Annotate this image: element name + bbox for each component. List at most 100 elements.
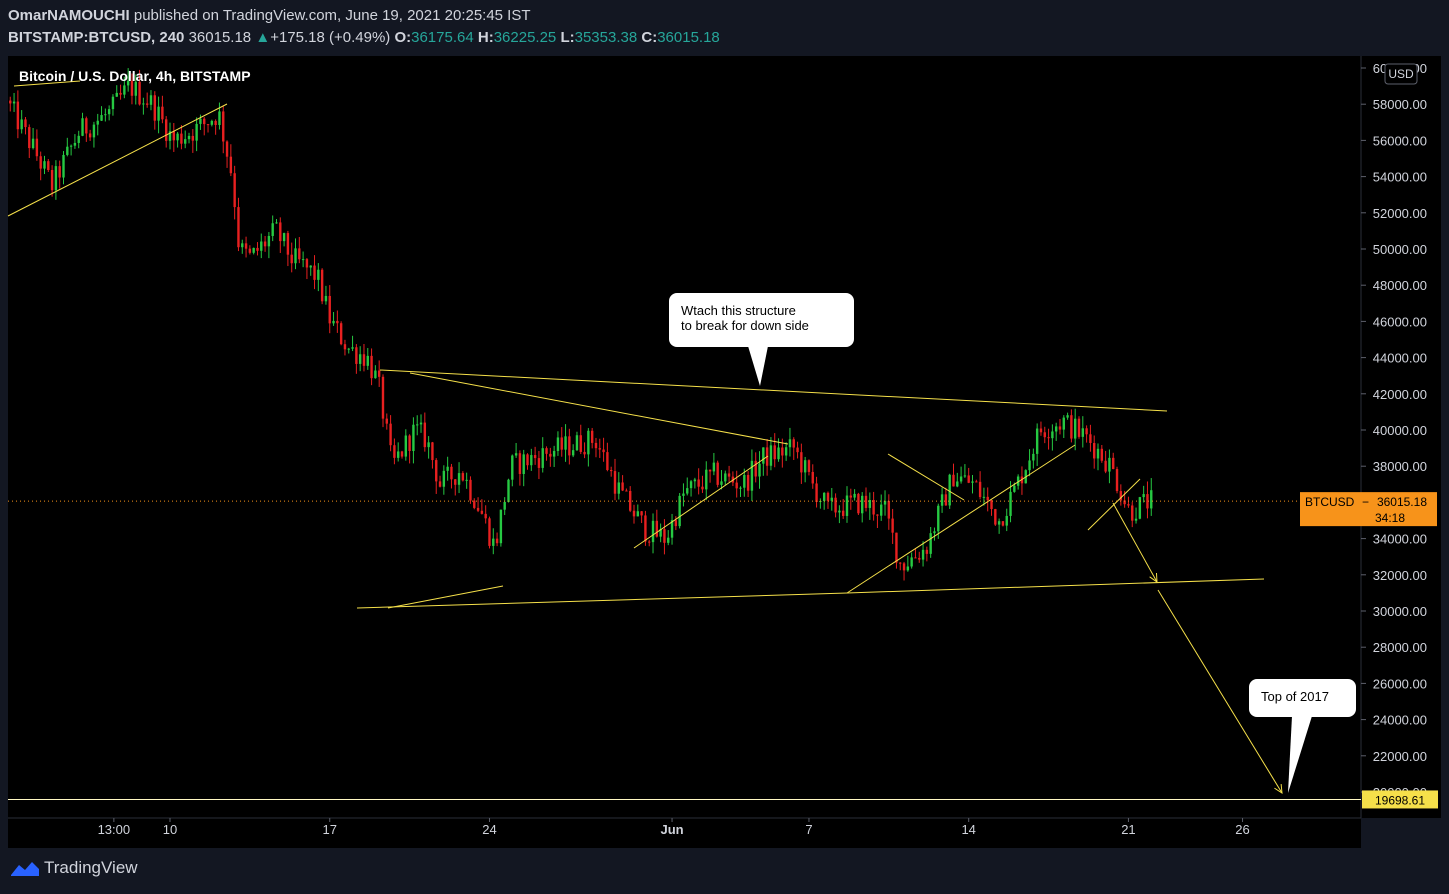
candle-body [126, 80, 130, 86]
x-tick-label: 14 [961, 822, 975, 837]
candle-body [313, 265, 316, 280]
candle-body [750, 460, 754, 491]
author-name[interactable]: OmarNAMOUCHI [8, 7, 130, 24]
candle-body [461, 473, 465, 481]
candle-body [743, 474, 746, 488]
candle-body [480, 510, 484, 514]
trend-line[interactable] [13, 80, 81, 87]
candle-body [427, 442, 430, 448]
candle-body [697, 479, 700, 487]
candle-body [564, 436, 567, 450]
candle-body [47, 161, 50, 171]
trend-line[interactable] [356, 592, 848, 609]
trend-line[interactable] [379, 369, 1168, 412]
candle-body [807, 460, 811, 472]
candle-body [438, 481, 442, 487]
candle-body [149, 95, 153, 105]
currency-badge[interactable] [1384, 63, 1418, 85]
candle-body [1104, 460, 1107, 472]
trend-line[interactable] [409, 372, 789, 445]
candle-body [206, 124, 210, 126]
candle-body [343, 344, 347, 350]
x-tick-label: 26 [1235, 822, 1249, 837]
candle-body [788, 439, 792, 448]
tradingview-logo[interactable]: TradingView [10, 858, 138, 878]
trend-line[interactable] [633, 455, 769, 549]
candle-body [1013, 485, 1016, 492]
candle-body [583, 451, 586, 455]
trend-line[interactable] [387, 585, 504, 609]
candle-body [1043, 432, 1046, 438]
level-price-badge [1362, 790, 1438, 809]
candle-body [66, 146, 69, 155]
candle-body [880, 504, 883, 516]
symbol-label: BITSTAMP:BTCUSD, 240 [8, 29, 185, 46]
candle-body [237, 207, 240, 248]
candle-body [332, 320, 335, 324]
candle-body [739, 487, 742, 489]
candle-body [568, 436, 571, 456]
candle-body [682, 493, 685, 496]
arrow-head [1274, 783, 1283, 794]
trend-line[interactable] [7, 103, 228, 217]
candle-body [54, 166, 58, 191]
candle-body [545, 448, 548, 454]
candle-body [800, 452, 803, 473]
time-axis-panel[interactable] [8, 818, 1361, 848]
candle-body [218, 111, 221, 126]
candle-body [252, 247, 255, 253]
candle-body [1077, 418, 1081, 437]
candle-body [686, 488, 689, 494]
candle-body [20, 119, 23, 130]
candle-body [404, 435, 408, 457]
candle-body [967, 475, 970, 483]
y-tick-label: 54000.00 [1373, 170, 1427, 185]
candle-body [16, 101, 20, 130]
current-price-badge[interactable] [1300, 492, 1437, 527]
chart-title: Bitcoin / U.S. Dollar, 4h, BITSTAMP [19, 68, 251, 84]
candle-body [454, 479, 457, 485]
candle-body [1085, 428, 1088, 435]
trend-line[interactable] [887, 453, 965, 501]
candle-body [77, 135, 80, 143]
candle-body [1093, 443, 1096, 459]
candle-body [503, 501, 506, 510]
candle-body [579, 435, 582, 452]
candle-body [826, 492, 830, 501]
candle-body [632, 510, 636, 517]
candle-body [1032, 453, 1035, 461]
candle-body [229, 156, 233, 174]
trend-line[interactable] [1112, 502, 1158, 583]
candle-body [925, 549, 929, 554]
candle-body [1039, 428, 1043, 433]
candle-body [9, 100, 12, 104]
candle-body [222, 111, 225, 142]
candle-body [495, 538, 499, 544]
candle-body [374, 370, 377, 379]
candle-body [956, 481, 959, 487]
candle-body [838, 510, 841, 513]
candle-body [716, 462, 719, 485]
candle-body [883, 500, 887, 505]
trend-line[interactable] [1157, 589, 1283, 794]
candle-body [1066, 415, 1069, 418]
candle-body [861, 495, 864, 514]
plot-background[interactable] [8, 56, 1361, 818]
candle-body [629, 490, 632, 511]
x-tick-label: 24 [482, 822, 496, 837]
callout-top-2017[interactable]: Top of 2017 [1249, 679, 1356, 793]
callout-box [1249, 679, 1356, 717]
candle-body [88, 133, 92, 138]
trend-line[interactable] [846, 444, 1076, 594]
price-axis-panel[interactable] [1361, 56, 1441, 818]
candle-body [636, 511, 640, 517]
candle-body [933, 531, 936, 534]
trend-line[interactable] [846, 578, 1265, 594]
close-value: 36015.18 [657, 29, 720, 46]
candle-body [796, 447, 799, 453]
candle-body [336, 320, 339, 324]
up-arrow-icon: ▲ [255, 29, 271, 46]
candle-body [244, 243, 248, 249]
